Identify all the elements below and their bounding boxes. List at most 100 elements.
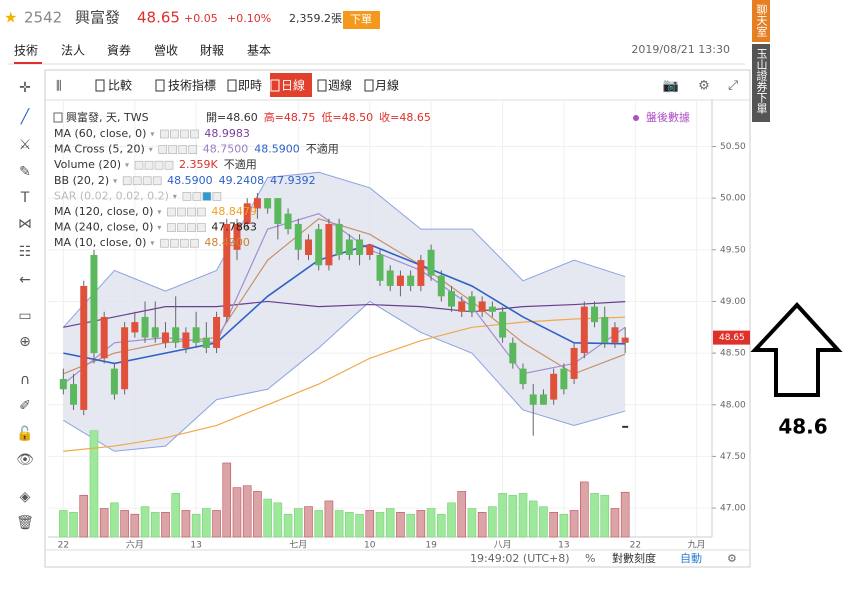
active-interval[interactable]	[270, 73, 312, 97]
legend-icon[interactable]	[180, 238, 189, 248]
left-tool[interactable]: ☷	[19, 244, 32, 260]
interval-icon	[155, 79, 165, 92]
legend-icon[interactable]	[152, 176, 162, 186]
left-tool[interactable]: ✎	[19, 164, 31, 180]
legend-icon[interactable]	[182, 192, 192, 201]
legend-icon[interactable]	[158, 145, 168, 154]
legend-caret[interactable]: ▾	[113, 176, 117, 185]
legend-caret[interactable]: ▾	[157, 208, 161, 217]
volume-bar	[620, 491, 630, 538]
legend-icon[interactable]	[177, 223, 186, 232]
side-button-text[interactable]: 玉山證券下單	[755, 48, 768, 114]
collapse-icon[interactable]	[53, 112, 63, 123]
left-tool[interactable]: ✛	[19, 80, 31, 96]
legend-icon[interactable]	[168, 145, 178, 154]
legend-icon[interactable]	[190, 129, 199, 139]
volume-bar	[304, 506, 313, 538]
legend-icon[interactable]	[192, 192, 202, 201]
legend-icon[interactable]	[178, 145, 188, 154]
legend-icon[interactable]	[188, 145, 198, 154]
legend-icon[interactable]	[197, 207, 206, 217]
legend-icon[interactable]	[212, 192, 222, 201]
legend-caret[interactable]: ▾	[149, 145, 153, 154]
legend-caret[interactable]: ▾	[150, 130, 154, 139]
interval-button[interactable]: 週線	[328, 78, 352, 93]
volume-bar	[161, 512, 170, 538]
legend-caret[interactable]: ▾	[150, 239, 154, 248]
status-item[interactable]: 自動	[680, 551, 702, 565]
indicators-button[interactable]: 技術指標	[168, 78, 216, 93]
chat-button[interactable]	[752, 0, 770, 42]
left-tool[interactable]: ⊕	[19, 334, 31, 350]
order-button[interactable]	[343, 11, 380, 29]
left-tool[interactable]: 🗑	[16, 515, 34, 531]
legend-icon[interactable]	[187, 223, 196, 232]
volume-bar	[508, 494, 518, 538]
legend-icon[interactable]	[177, 207, 186, 217]
legend-icon[interactable]	[197, 223, 206, 232]
left-tool[interactable]: ╱	[20, 108, 31, 125]
compare-button[interactable]: 比較	[108, 78, 132, 93]
legend-caret[interactable]: ▾	[125, 161, 129, 170]
tool-icon[interactable]: 📷	[663, 79, 679, 94]
legend-icon[interactable]	[164, 160, 174, 170]
star-icon[interactable]: ★	[4, 9, 17, 27]
legend-icon[interactable]	[134, 160, 144, 170]
legend-title: 興富發, 天, TWS	[66, 110, 149, 124]
legend-icon[interactable]	[202, 192, 212, 201]
legend-value: 48.8479	[211, 205, 257, 218]
left-tool[interactable]: ∩	[20, 372, 30, 388]
y-tick-label: 49.50	[720, 245, 746, 255]
interval-button[interactable]: 即時	[238, 79, 262, 93]
left-tool[interactable]: 👁	[16, 452, 34, 468]
legend-icon[interactable]	[144, 160, 154, 170]
legend-icon[interactable]	[160, 129, 169, 139]
left-tool[interactable]: T	[20, 190, 30, 206]
tab[interactable]: 營收	[154, 44, 178, 58]
legend-caret[interactable]: ▾	[173, 192, 177, 201]
y-tick-label: 47.00	[720, 504, 746, 514]
left-tool[interactable]: 🔓	[16, 425, 33, 442]
legend-icon[interactable]	[190, 238, 199, 248]
status-item[interactable]: %	[585, 552, 595, 565]
legend-icon[interactable]	[187, 207, 196, 217]
tool-icon[interactable]: ⤢	[728, 79, 738, 94]
left-tool[interactable]: ←	[19, 272, 31, 288]
tab[interactable]: 財報	[200, 43, 224, 58]
candle-body	[499, 311, 507, 338]
legend-icon[interactable]	[154, 160, 164, 170]
candle-body	[121, 327, 129, 390]
legend-icon[interactable]	[160, 238, 169, 248]
legend-icon[interactable]	[170, 129, 179, 139]
side-button-text[interactable]: 聊天室	[755, 3, 768, 37]
order-button-text[interactable]: 下單	[350, 13, 372, 26]
left-tool[interactable]: ▭	[18, 308, 31, 324]
legend-icon[interactable]	[170, 238, 179, 248]
legend-icon[interactable]	[167, 207, 176, 217]
left-tool[interactable]: ✐	[19, 398, 31, 414]
legend-icon[interactable]	[180, 129, 189, 139]
tool-icon[interactable]: ⚙	[698, 79, 710, 94]
legend-caret[interactable]: ▾	[157, 223, 161, 232]
candle-body	[356, 239, 364, 255]
tab[interactable]: 基本	[247, 44, 271, 58]
tab[interactable]: 資券	[107, 43, 131, 58]
left-tool[interactable]: ⋈	[18, 216, 32, 232]
legend-icon[interactable]	[122, 176, 132, 186]
left-tool[interactable]: ⚔	[19, 137, 32, 153]
candle-body	[264, 198, 272, 209]
legend-icon[interactable]	[142, 176, 152, 186]
status-item[interactable]: 對數刻度	[612, 551, 656, 565]
order-side-button[interactable]	[752, 44, 770, 122]
tab[interactable]: 技術	[14, 44, 38, 58]
status-gear[interactable]: ⚙	[727, 552, 737, 565]
volume-bar	[385, 508, 395, 538]
chart-type-icon[interactable]: ⫼	[56, 79, 62, 93]
legend-icon[interactable]	[167, 223, 176, 232]
legend-icon[interactable]	[132, 176, 142, 186]
left-tool[interactable]: ◈	[20, 489, 31, 505]
interval-button[interactable]: 月線	[375, 78, 399, 93]
y-tick-label: 50.50	[720, 142, 746, 152]
interval-button[interactable]: 日線	[281, 78, 305, 93]
tab[interactable]: 法人	[61, 44, 85, 58]
